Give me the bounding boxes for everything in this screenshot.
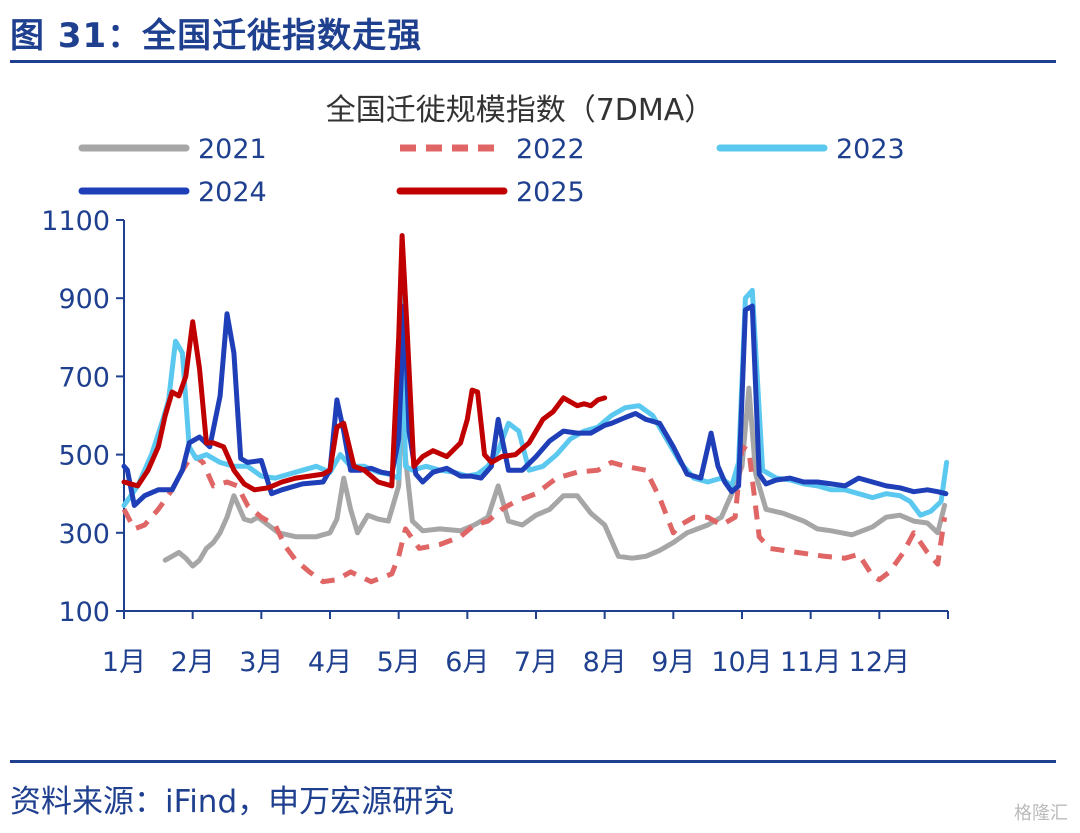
chart-title: 全国迁徙规模指数（7DMA） [326, 93, 715, 128]
y-tick-label: 700 [58, 362, 110, 393]
line-chart: 全国迁徙规模指数（7DMA） 2021 2022 2023 2024 2025 100 3… [41, 93, 950, 678]
series-line-2024 [121, 303, 949, 508]
chart-legend: 2021 2022 2023 2024 2025 [78, 134, 905, 208]
series-line-2022 [121, 444, 948, 585]
x-tick-label: 12月 [849, 647, 910, 678]
footer-divider [10, 760, 1056, 763]
y-axis: 100 300 500 700 900 1100 [41, 206, 125, 628]
source-note: 资料来源：iFind，申万宏源研究 [10, 784, 455, 820]
x-axis: 1月 2月 3月 4月 5月 6月 7月 8月 9月 10月 11月 12月 [102, 610, 949, 678]
series-line-2023 [121, 287, 950, 518]
y-tick-label: 500 [58, 441, 110, 472]
y-tick-label: 100 [58, 597, 110, 628]
x-tick-label: 10月 [711, 647, 772, 678]
page-title: 图 31：全国迁徙指数走强 [10, 16, 423, 56]
x-tick-label: 5月 [377, 647, 421, 678]
legend-label-2025: 2025 [516, 177, 585, 208]
x-tick-label: 1月 [102, 647, 146, 678]
x-tick-label: 4月 [308, 647, 352, 678]
y-tick-label: 300 [58, 519, 110, 550]
x-tick-label: 6月 [445, 647, 489, 678]
y-tick-label: 900 [58, 284, 110, 315]
legend-label-2023: 2023 [836, 134, 905, 165]
legend-label-2022: 2022 [516, 134, 585, 165]
legend-label-2021: 2021 [198, 134, 267, 165]
x-tick-label: 7月 [514, 647, 558, 678]
x-tick-label: 9月 [651, 647, 695, 678]
series-line-2025 [121, 233, 608, 493]
series-line-2021 [162, 385, 948, 569]
x-tick-label: 2月 [171, 647, 215, 678]
watermark: 格隆汇 [1014, 803, 1068, 824]
x-tick-label: 8月 [583, 647, 627, 678]
x-tick-label: 3月 [239, 647, 283, 678]
x-tick-label: 11月 [780, 647, 841, 678]
legend-label-2024: 2024 [198, 177, 267, 208]
title-divider [10, 60, 1056, 63]
y-tick-label: 1100 [41, 206, 110, 237]
plot-lines [121, 233, 950, 585]
